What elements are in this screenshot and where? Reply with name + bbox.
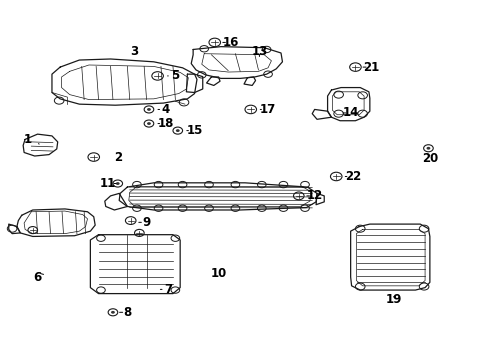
Text: 12: 12 <box>307 189 323 202</box>
Text: 15: 15 <box>186 124 203 137</box>
Circle shape <box>116 182 120 185</box>
Text: 11: 11 <box>100 177 116 190</box>
Circle shape <box>147 108 151 111</box>
Circle shape <box>111 311 115 314</box>
Text: 5: 5 <box>171 69 179 82</box>
Text: 18: 18 <box>158 117 174 130</box>
Text: 3: 3 <box>130 45 139 58</box>
Text: 19: 19 <box>386 293 402 306</box>
Text: 9: 9 <box>143 216 151 229</box>
Text: 4: 4 <box>162 103 170 116</box>
Text: 16: 16 <box>222 36 239 49</box>
Text: 14: 14 <box>343 107 359 120</box>
Text: 13: 13 <box>251 45 268 58</box>
Text: 6: 6 <box>33 270 42 284</box>
Text: 20: 20 <box>422 152 438 165</box>
Text: 8: 8 <box>123 306 131 319</box>
Circle shape <box>426 147 430 150</box>
Circle shape <box>147 122 151 125</box>
Text: 17: 17 <box>260 103 276 116</box>
Text: 2: 2 <box>114 150 122 163</box>
Text: 22: 22 <box>345 170 361 183</box>
Text: 1: 1 <box>24 133 32 146</box>
Circle shape <box>176 129 180 132</box>
Text: 10: 10 <box>211 267 227 280</box>
Text: 7: 7 <box>164 283 172 296</box>
Text: 21: 21 <box>363 60 379 73</box>
